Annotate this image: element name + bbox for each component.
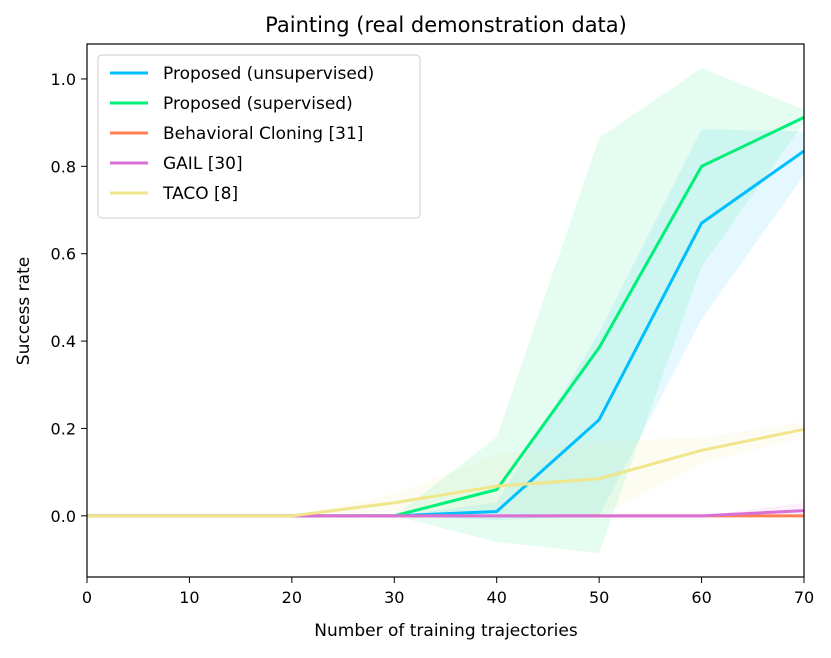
x-tick-label: 30 xyxy=(384,588,404,607)
y-tick-label: 0.6 xyxy=(51,245,76,264)
legend-label-4: TACO [8] xyxy=(162,184,238,204)
x-axis-label: Number of training trajectories xyxy=(314,621,578,641)
y-axis-label: Success rate xyxy=(14,257,34,365)
legend-box xyxy=(97,54,421,219)
x-axis-ticks: 0 10 20 30 40 50 60 70 xyxy=(82,577,814,607)
y-tick-label: 0.8 xyxy=(51,157,76,176)
x-tick-label: 70 xyxy=(794,588,814,607)
x-tick-label: 60 xyxy=(691,588,711,607)
legend-label-1: Proposed (supervised) xyxy=(163,94,353,114)
band-series-0 xyxy=(87,129,804,521)
x-tick-label: 20 xyxy=(282,588,302,607)
chart-title: Painting (real demonstration data) xyxy=(265,13,627,37)
x-tick-label: 40 xyxy=(487,588,507,607)
y-tick-label: 0.0 xyxy=(51,507,76,526)
x-tick-label: 50 xyxy=(589,588,609,607)
y-tick-label: 0.4 xyxy=(51,332,76,351)
y-tick-label: 1.0 xyxy=(51,70,76,89)
x-tick-label: 10 xyxy=(179,588,199,607)
legend-label-0: Proposed (unsupervised) xyxy=(163,64,374,84)
plot-frame xyxy=(86,43,805,578)
line-series-4 xyxy=(87,427,805,518)
band-series-4 xyxy=(87,421,804,516)
x-tick-label: 0 xyxy=(82,588,92,607)
legend-label-2: Behavioral Cloning [31] xyxy=(163,124,363,144)
y-axis-ticks: 0.0 0.2 0.4 0.6 0.8 1.0 xyxy=(51,70,87,526)
y-tick-label: 0.2 xyxy=(51,419,76,438)
series-lines xyxy=(87,116,805,518)
legend: Proposed (unsupervised) Proposed (supervi… xyxy=(97,54,421,219)
band-series-1 xyxy=(87,68,804,553)
legend-label-3: GAIL [30] xyxy=(163,154,243,174)
